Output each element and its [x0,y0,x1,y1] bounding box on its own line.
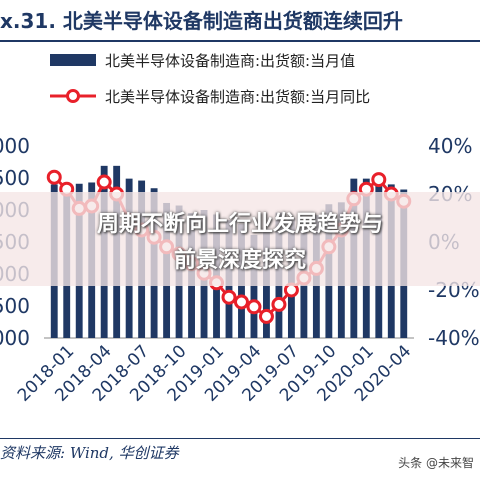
yoy-point-2019-06 [271,296,287,312]
figure-number: x.31. [0,9,56,33]
right-tick-0: 40% [428,134,472,158]
figure-title: x.31. 北美半导体设备制造商出货额连续回升 [0,4,403,38]
yoy-point-2019-05 [258,308,274,324]
right-tick-4: -40% [428,326,480,350]
left-tick-1: 500 [0,166,30,190]
banner-line-2: 前景深度探究 [173,248,306,273]
yoy-point-2018-04 [96,174,112,190]
bar-2019-04 [250,234,258,338]
legend-line-label: 北美半导体设备制造商:出货额:当月同比 [105,88,371,106]
left-tick-0: 000 [0,134,30,158]
figure-title-text: 北美半导体设备制造商出货额连续回升 [62,9,403,33]
watermark: 头条 @未来智 [398,456,474,470]
yoy-point-2019-04 [246,299,262,315]
title-rule [0,40,480,42]
overlay-banner: 周期不断向上行业发展趋势与 前景深度探究 [0,192,480,286]
banner-line-1: 周期不断向上行业发展趋势与 [96,212,383,237]
yoy-point-2017-12 [46,169,62,185]
bottom-rule [0,438,480,439]
legend-bar-swatch [50,54,96,66]
legend-line-swatch [66,89,80,103]
left-tick-6: 000 [0,326,30,350]
yoy-point-2019-02 [221,289,237,305]
left-tick-5: 500 [0,294,30,318]
source-note: 资料来源: Wind, 华创证券 [0,444,179,462]
yoy-point-2020-02 [371,172,387,188]
yoy-point-2019-03 [233,294,249,310]
legend-bar-label: 北美半导体设备制造商:出货额:当月值 [105,52,356,70]
